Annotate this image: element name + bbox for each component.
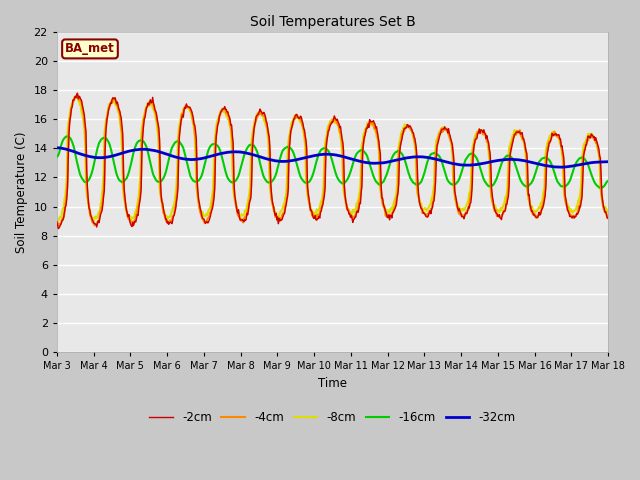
-8cm (205, 206, 213, 212)
Line: -32cm: -32cm (57, 148, 608, 167)
X-axis label: Time: Time (318, 377, 347, 390)
-4cm (417, 204, 425, 210)
-4cm (53, 221, 61, 227)
-16cm (417, 180, 424, 186)
-16cm (205, 145, 213, 151)
-32cm (64, 147, 72, 153)
-4cm (90, 222, 98, 228)
-4cm (74, 94, 81, 99)
-32cm (120, 150, 128, 156)
-16cm (120, 178, 128, 184)
-8cm (70, 94, 78, 99)
-8cm (120, 196, 128, 202)
-2cm (54, 226, 62, 231)
-4cm (177, 119, 185, 125)
-8cm (604, 209, 612, 215)
Title: Soil Temperatures Set B: Soil Temperatures Set B (250, 15, 415, 29)
Line: -4cm: -4cm (57, 96, 608, 225)
-16cm (604, 178, 612, 184)
-32cm (417, 154, 424, 160)
-2cm (121, 196, 129, 202)
-2cm (74, 90, 81, 96)
-32cm (177, 156, 184, 161)
-4cm (206, 210, 214, 216)
Line: -16cm: -16cm (57, 136, 608, 188)
-4cm (63, 190, 70, 195)
-2cm (417, 205, 425, 211)
-4cm (604, 214, 612, 220)
-16cm (400, 155, 408, 161)
Legend: -2cm, -4cm, -8cm, -16cm, -32cm: -2cm, -4cm, -8cm, -16cm, -32cm (145, 407, 520, 429)
-16cm (64, 133, 72, 139)
-16cm (53, 154, 61, 160)
-2cm (604, 216, 612, 221)
-4cm (121, 199, 129, 204)
-16cm (177, 140, 184, 146)
-8cm (63, 173, 70, 179)
Text: BA_met: BA_met (65, 42, 115, 55)
-8cm (177, 119, 184, 124)
-2cm (177, 118, 185, 124)
Y-axis label: Soil Temperature (C): Soil Temperature (C) (15, 131, 28, 253)
-8cm (400, 124, 408, 130)
-32cm (557, 164, 564, 170)
Line: -2cm: -2cm (57, 93, 608, 228)
-32cm (54, 145, 62, 151)
-32cm (604, 159, 612, 165)
-2cm (53, 219, 61, 225)
-8cm (53, 218, 61, 224)
-8cm (417, 200, 424, 206)
-16cm (596, 185, 604, 191)
-32cm (400, 156, 408, 161)
-16cm (63, 133, 70, 139)
-2cm (64, 184, 72, 190)
-2cm (206, 215, 214, 220)
-4cm (401, 125, 409, 131)
-2cm (401, 126, 409, 132)
Line: -8cm: -8cm (57, 96, 608, 221)
-32cm (205, 154, 213, 159)
-32cm (53, 145, 61, 151)
